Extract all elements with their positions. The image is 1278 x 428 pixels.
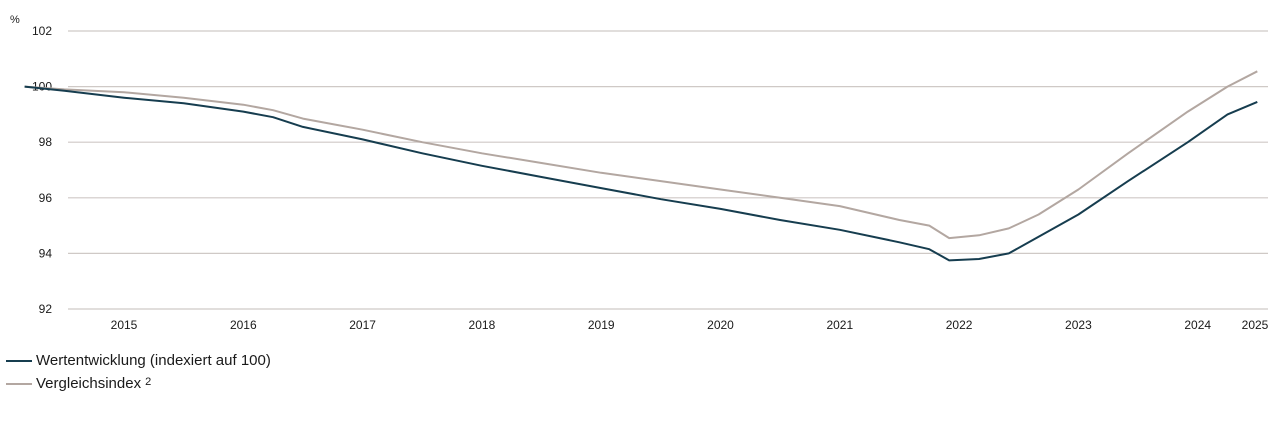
y-tick-label: 96 [39,191,53,205]
x-tick-label: 2023 [1065,318,1092,330]
legend-item-vergleichsindex: Vergleichsindex 2 [6,375,151,392]
x-tick-label: 2021 [826,318,853,330]
x-tick-label: 2016 [230,318,257,330]
legend-footnote-marker: 2 [145,375,152,388]
y-tick-label: 98 [39,135,53,149]
x-tick-label: 2019 [588,318,615,330]
legend-swatch-vergleichsindex [6,382,32,385]
series-lines [24,70,1258,262]
y-tick-label: 92 [39,302,53,316]
y-tick-label: 100 [32,80,52,94]
grid-lines [68,30,1268,310]
legend-label-wertentwicklung: Wertentwicklung (indexiert auf 100) [36,352,271,369]
legend-item-wertentwicklung: Wertentwicklung (indexiert auf 100) [6,352,271,369]
x-tick-label: 2017 [349,318,376,330]
x-tick-label: 2024 [1184,318,1211,330]
series-line-vergleichsindex [24,70,1258,240]
y-axis-unit: % [10,14,20,26]
x-tick-label: 2022 [946,318,973,330]
x-tick-label: 2025 [1242,318,1269,330]
legend-swatch-wertentwicklung [6,359,32,362]
y-tick-label: 102 [32,24,52,38]
x-tick-label: 2018 [469,318,496,330]
y-tick-label: 94 [39,246,53,260]
legend-label-vergleichsindex: Vergleichsindex [36,375,142,392]
y-axis-ticks: 92 94 96 98 100 102 [32,24,52,316]
series-line-wertentwicklung [24,85,1258,262]
x-tick-label: 2020 [707,318,734,330]
x-tick-label: 2015 [111,318,138,330]
x-axis-ticks: 2015 2016 2017 2018 2019 2020 2021 2022 2023 2024… [111,318,1269,330]
